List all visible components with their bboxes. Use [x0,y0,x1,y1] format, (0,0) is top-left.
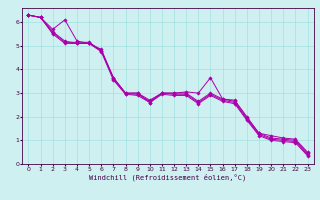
X-axis label: Windchill (Refroidissement éolien,°C): Windchill (Refroidissement éolien,°C) [89,173,247,181]
